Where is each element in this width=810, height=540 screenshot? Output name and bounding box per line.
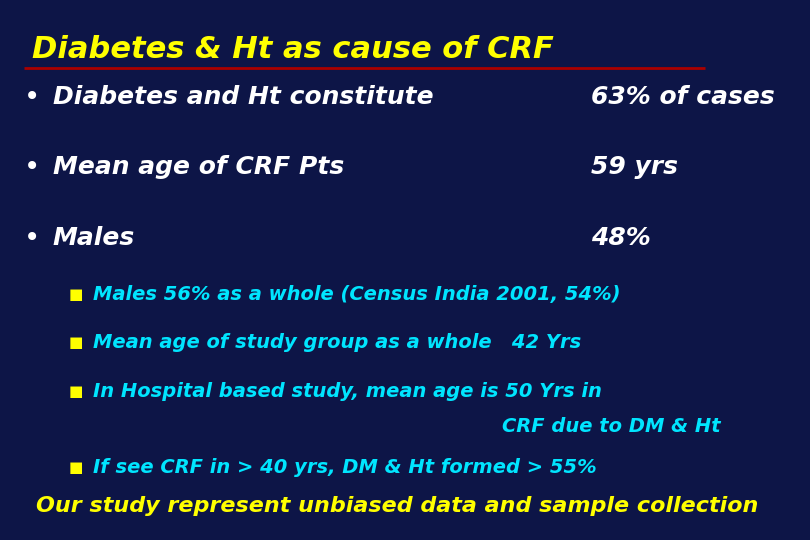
Text: 48%: 48% — [591, 226, 651, 249]
Text: Mean age of study group as a whole   42 Yrs: Mean age of study group as a whole 42 Yr… — [93, 333, 582, 353]
Text: Males: Males — [53, 226, 135, 249]
Text: •: • — [24, 83, 40, 111]
Text: 63% of cases: 63% of cases — [591, 85, 775, 109]
Text: ■: ■ — [69, 335, 83, 350]
Text: ■: ■ — [69, 384, 83, 399]
Text: Diabetes & Ht as cause of CRF: Diabetes & Ht as cause of CRF — [32, 35, 554, 64]
Text: •: • — [24, 224, 40, 252]
Text: •: • — [24, 153, 40, 181]
Text: CRF due to DM & Ht: CRF due to DM & Ht — [502, 417, 721, 436]
Text: Males 56% as a whole (Census India 2001, 54%): Males 56% as a whole (Census India 2001,… — [93, 285, 620, 304]
Text: ■: ■ — [69, 287, 83, 302]
Text: Mean age of CRF Pts: Mean age of CRF Pts — [53, 156, 344, 179]
Text: In Hospital based study, mean age is 50 Yrs in: In Hospital based study, mean age is 50 … — [93, 382, 602, 401]
Text: 59 yrs: 59 yrs — [591, 156, 678, 179]
Text: Diabetes and Ht constitute: Diabetes and Ht constitute — [53, 85, 433, 109]
Text: Our study represent unbiased data and sample collection: Our study represent unbiased data and sa… — [36, 496, 759, 516]
Text: If see CRF in > 40 yrs, DM & Ht formed > 55%: If see CRF in > 40 yrs, DM & Ht formed >… — [93, 457, 597, 477]
Text: ■: ■ — [69, 460, 83, 475]
